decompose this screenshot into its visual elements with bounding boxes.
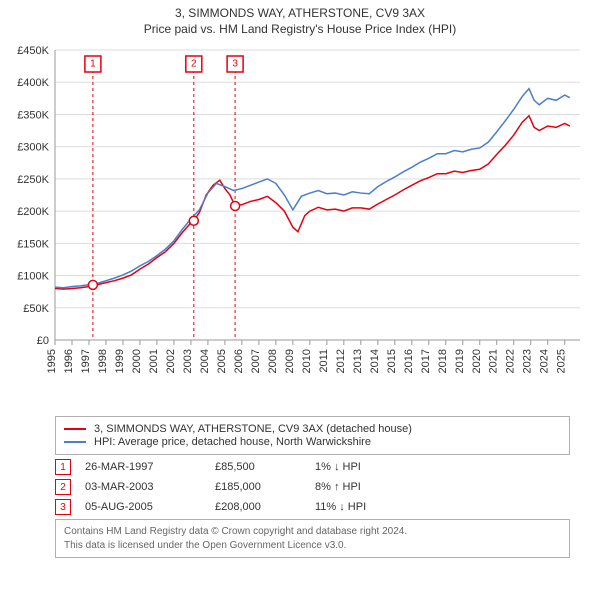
svg-text:2013: 2013	[352, 349, 364, 373]
svg-text:1998: 1998	[97, 349, 109, 373]
svg-text:1995: 1995	[46, 349, 58, 373]
svg-text:£100K: £100K	[17, 271, 49, 283]
event-marker-icon: 2	[55, 479, 71, 495]
event-price: £185,000	[215, 481, 315, 493]
svg-text:2014: 2014	[369, 349, 381, 373]
svg-text:2017: 2017	[420, 349, 432, 373]
event-marker-icon: 1	[55, 459, 71, 475]
svg-text:2: 2	[191, 59, 197, 70]
svg-text:2023: 2023	[522, 349, 534, 373]
legend-item: HPI: Average price, detached house, Nort…	[64, 436, 561, 448]
svg-text:£250K: £250K	[17, 174, 49, 186]
svg-text:2012: 2012	[335, 349, 347, 373]
legend-item: 3, SIMMONDS WAY, ATHERSTONE, CV9 3AX (de…	[64, 423, 561, 435]
chart-container: 3, SIMMONDS WAY, ATHERSTONE, CV9 3AX Pri…	[0, 6, 600, 558]
legend-swatch	[64, 441, 86, 443]
svg-text:2022: 2022	[505, 349, 517, 373]
svg-text:£150K: £150K	[17, 238, 49, 250]
svg-text:£50K: £50K	[23, 303, 49, 315]
event-row: 2 03-MAR-2003£185,0008% ↑ HPI	[55, 479, 570, 495]
svg-text:2016: 2016	[403, 349, 415, 373]
attribution-box: Contains HM Land Registry data © Crown c…	[55, 519, 570, 558]
svg-text:1996: 1996	[63, 349, 75, 373]
svg-text:2001: 2001	[148, 349, 160, 373]
svg-text:2020: 2020	[471, 349, 483, 373]
svg-text:2005: 2005	[216, 349, 228, 373]
event-hpi-relation: 1% ↓ HPI	[315, 461, 361, 473]
event-hpi-relation: 11% ↓ HPI	[315, 501, 366, 513]
event-date: 03-MAR-2003	[85, 481, 215, 493]
event-price: £85,500	[215, 461, 315, 473]
legend-swatch	[64, 428, 86, 430]
event-price: £208,000	[215, 501, 315, 513]
event-hpi-relation: 8% ↑ HPI	[315, 481, 361, 493]
svg-text:2000: 2000	[131, 349, 143, 373]
svg-text:2008: 2008	[267, 349, 279, 373]
line-chart-svg: £0 £50K £100K £150K £200K £250K £300K £350K £400…	[0, 40, 600, 410]
svg-text:2002: 2002	[165, 349, 177, 373]
events-table: 1 26-MAR-1997£85,5001% ↓ HPI 2 03-MAR-2003£…	[55, 459, 570, 515]
event-marker-icon: 3	[55, 499, 71, 515]
chart-plot-area: £0 £50K £100K £150K £200K £250K £300K £350K £400…	[0, 40, 600, 410]
chart-subtitle: Price paid vs. HM Land Registry's House …	[0, 22, 600, 36]
chart-legend: 3, SIMMONDS WAY, ATHERSTONE, CV9 3AX (de…	[55, 416, 570, 455]
svg-text:£300K: £300K	[17, 142, 49, 154]
svg-text:1997: 1997	[80, 349, 92, 373]
svg-text:2007: 2007	[250, 349, 262, 373]
event-row: 1 26-MAR-1997£85,5001% ↓ HPI	[55, 459, 570, 475]
svg-text:3: 3	[232, 59, 238, 70]
svg-text:£0: £0	[37, 335, 49, 347]
svg-text:2015: 2015	[386, 349, 398, 373]
svg-text:2019: 2019	[454, 349, 466, 373]
attribution-line: This data is licensed under the Open Gov…	[64, 539, 561, 553]
svg-text:2003: 2003	[182, 349, 194, 373]
legend-label: HPI: Average price, detached house, Nort…	[94, 436, 371, 448]
svg-text:2024: 2024	[539, 349, 551, 373]
attribution-line: Contains HM Land Registry data © Crown c…	[64, 525, 561, 539]
svg-text:2021: 2021	[488, 349, 500, 373]
event-date: 05-AUG-2005	[85, 501, 215, 513]
chart-title: 3, SIMMONDS WAY, ATHERSTONE, CV9 3AX	[0, 6, 600, 20]
svg-text:1: 1	[90, 59, 96, 70]
svg-text:2011: 2011	[318, 349, 330, 373]
svg-text:2018: 2018	[437, 349, 449, 373]
svg-text:£400K: £400K	[17, 77, 49, 89]
svg-text:£200K: £200K	[17, 206, 49, 218]
event-date: 26-MAR-1997	[85, 461, 215, 473]
svg-text:2010: 2010	[301, 349, 313, 373]
svg-text:1999: 1999	[114, 349, 126, 373]
svg-text:£350K: £350K	[17, 109, 49, 121]
svg-text:2004: 2004	[199, 349, 211, 373]
event-row: 3 05-AUG-2005£208,00011% ↓ HPI	[55, 499, 570, 515]
svg-text:2025: 2025	[556, 349, 568, 373]
svg-text:2009: 2009	[284, 349, 296, 373]
svg-text:2006: 2006	[233, 349, 245, 373]
legend-label: 3, SIMMONDS WAY, ATHERSTONE, CV9 3AX (de…	[94, 423, 412, 435]
svg-text:£450K: £450K	[17, 45, 49, 57]
